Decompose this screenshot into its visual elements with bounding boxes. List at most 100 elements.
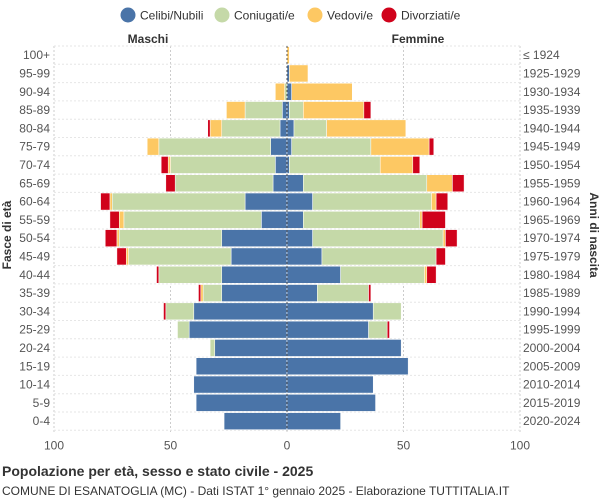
bar-male-Vedovi/e [275, 83, 284, 100]
bar-female-Divorziati/e [369, 285, 371, 302]
x-tick-label: 100 [510, 438, 530, 452]
legend-label: Celibi/Nubili [140, 9, 203, 23]
bar-female-Vedovi/e [327, 120, 406, 137]
bar-male-Vedovi/e [119, 211, 124, 228]
bar-male-Celibi/Nubili [275, 156, 287, 173]
bar-female-Coniugati/e [341, 266, 425, 283]
bar-male-Vedovi/e [126, 248, 128, 265]
bar-male-Celibi/Nubili [282, 102, 287, 119]
males-label: Maschi [128, 32, 169, 46]
bar-female-Celibi/Nubili [287, 175, 303, 192]
bar-female-Celibi/Nubili [287, 83, 292, 100]
legend-label: Coniugati/e [234, 9, 295, 23]
legend-label: Vedovi/e [327, 9, 373, 23]
bar-male-Vedovi/e [117, 230, 119, 247]
age-group-label: 30-34 [19, 304, 50, 318]
birth-year-label: 1970-1974 [523, 231, 581, 245]
bar-male-Celibi/Nubili [224, 413, 287, 430]
bar-male-Celibi/Nubili [231, 248, 287, 265]
bar-male-Coniugati/e [245, 102, 282, 119]
birth-year-label: 1930-1934 [523, 85, 581, 99]
bar-female-Divorziati/e [364, 102, 371, 119]
bar-male-Celibi/Nubili [280, 120, 287, 137]
bar-male-Celibi/Nubili [194, 303, 287, 320]
bar-male-Celibi/Nubili [271, 138, 287, 155]
birth-year-label: 2010-2014 [523, 378, 581, 392]
bar-female-Coniugati/e [313, 193, 432, 210]
bar-male-Divorziati/e [161, 156, 168, 173]
birth-year-label: 1950-1954 [523, 158, 581, 172]
bar-male-Divorziati/e [166, 175, 175, 192]
age-group-label: 100+ [23, 48, 50, 62]
bar-male-Celibi/Nubili [222, 285, 287, 302]
age-group-label: 15-19 [19, 359, 50, 373]
bar-male-Vedovi/e [110, 193, 112, 210]
age-group-label: 25-29 [19, 323, 50, 337]
bar-male-Celibi/Nubili [261, 211, 287, 228]
birth-year-label: 2015-2019 [523, 396, 581, 410]
bar-female-Coniugati/e [303, 211, 420, 228]
birth-year-ticks: ≤ 1924 1925-1929 1930-1934 1935-1939 1940-19… [523, 48, 581, 428]
age-group-label: 40-44 [19, 268, 50, 282]
bar-female-Divorziati/e [427, 266, 436, 283]
age-group-label: 90-94 [19, 85, 50, 99]
bar-female-Celibi/Nubili [287, 138, 292, 155]
bar-female-Celibi/Nubili [287, 285, 317, 302]
bar-female-Coniugati/e [369, 321, 388, 338]
x-tick-label: 50 [164, 438, 178, 452]
x-tick-label: 100 [44, 438, 64, 452]
bar-male-Coniugati/e [129, 248, 232, 265]
bar-male-Coniugati/e [210, 339, 215, 356]
bar-female-Vedovi/e [371, 138, 429, 155]
bar-male-Coniugati/e [124, 211, 261, 228]
bar-male-Celibi/Nubili [189, 321, 287, 338]
bar-female-Celibi/Nubili [287, 394, 376, 411]
bar-female-Vedovi/e [431, 193, 436, 210]
age-group-label: 45-49 [19, 249, 50, 263]
birth-year-label: 1995-1999 [523, 323, 581, 337]
age-group-label: 20-24 [19, 341, 50, 355]
bar-male-Divorziati/e [208, 120, 210, 137]
bar-male-Divorziati/e [110, 211, 119, 228]
y-axis-title-right: Anni di nascita [587, 192, 600, 278]
age-group-label: 95-99 [19, 66, 50, 80]
bar-female-Coniugati/e [317, 285, 368, 302]
bar-male-Coniugati/e [177, 321, 189, 338]
bar-female-Coniugati/e [322, 248, 436, 265]
bar-male-Vedovi/e [201, 285, 203, 302]
bar-female-Divorziati/e [445, 230, 457, 247]
birth-year-label: 1945-1949 [523, 140, 581, 154]
bar-female-Coniugati/e [289, 156, 380, 173]
birth-year-label: 2000-2004 [523, 341, 581, 355]
bar-female-Vedovi/e [443, 230, 445, 247]
bar-male-Coniugati/e [112, 193, 245, 210]
bar-male-Vedovi/e [168, 156, 170, 173]
bar-male-Coniugati/e [159, 266, 222, 283]
bar-male-Celibi/Nubili [245, 193, 287, 210]
birth-year-label: 1960-1964 [523, 195, 581, 209]
age-group-label: 50-54 [19, 231, 50, 245]
bar-female-Divorziati/e [422, 211, 445, 228]
birth-year-label: 1980-1984 [523, 268, 581, 282]
bar-male-Divorziati/e [117, 248, 126, 265]
birth-year-label: 1955-1959 [523, 176, 581, 190]
legend-marker [121, 8, 136, 23]
bar-female-Vedovi/e [420, 211, 422, 228]
bar-male-Coniugati/e [119, 230, 222, 247]
bar-female-Celibi/Nubili [287, 339, 401, 356]
bar-female-Celibi/Nubili [287, 321, 369, 338]
bar-male-Divorziati/e [105, 230, 117, 247]
birth-year-label: 2020-2024 [523, 414, 581, 428]
bar-female-Vedovi/e [303, 102, 364, 119]
bar-female-Celibi/Nubili [287, 413, 341, 430]
birth-year-label: 1940-1944 [523, 121, 581, 135]
legend-marker [215, 8, 230, 23]
age-group-ticks: 100+ 95-99 90-94 85-89 80-84 75-79 70-74 65-69 6… [19, 48, 50, 428]
legend-label: Divorziati/e [401, 9, 461, 23]
bar-male-Celibi/Nubili [194, 376, 287, 393]
bar-female-Coniugati/e [313, 230, 443, 247]
bar-male-Celibi/Nubili [222, 266, 287, 283]
bar-female-Coniugati/e [373, 303, 401, 320]
bar-female-Vedovi/e [289, 65, 308, 82]
bar-female-Vedovi/e [380, 156, 413, 173]
